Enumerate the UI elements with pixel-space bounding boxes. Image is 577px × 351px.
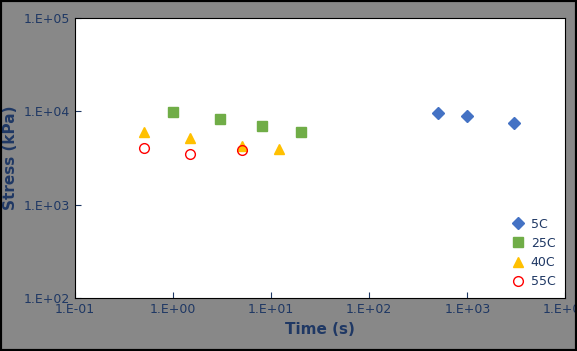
Line: 55C: 55C bbox=[138, 144, 246, 159]
Line: 40C: 40C bbox=[138, 127, 284, 154]
55C bbox=[187, 152, 194, 156]
55C bbox=[140, 146, 147, 151]
Line: 5C: 5C bbox=[434, 109, 518, 127]
5C bbox=[511, 121, 518, 125]
55C bbox=[238, 148, 245, 153]
40C bbox=[238, 144, 245, 148]
25C bbox=[216, 117, 223, 121]
5C bbox=[464, 114, 471, 118]
40C bbox=[140, 130, 147, 134]
Line: 25C: 25C bbox=[168, 107, 306, 137]
Legend: 5C, 25C, 40C, 55C: 5C, 25C, 40C, 55C bbox=[508, 214, 559, 292]
X-axis label: Time (s): Time (s) bbox=[285, 322, 355, 337]
Y-axis label: Stress (kPa): Stress (kPa) bbox=[3, 106, 18, 210]
5C bbox=[434, 111, 441, 115]
25C bbox=[170, 110, 177, 114]
25C bbox=[297, 130, 304, 134]
25C bbox=[258, 124, 265, 128]
40C bbox=[275, 147, 282, 152]
40C bbox=[187, 135, 194, 140]
